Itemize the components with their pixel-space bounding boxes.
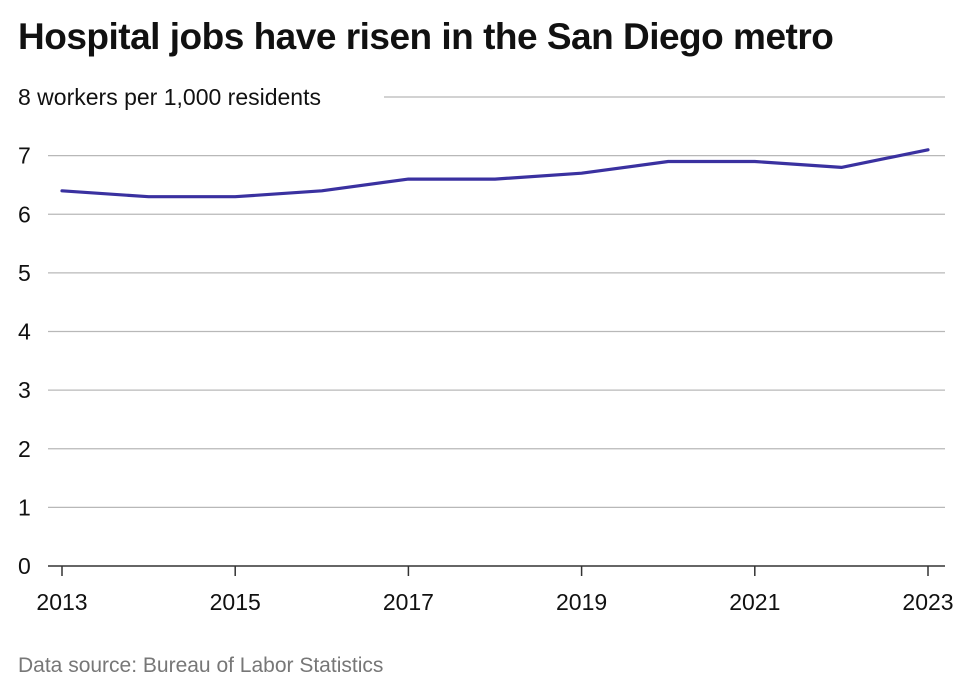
data-point-2013 bbox=[61, 189, 64, 192]
chart-title: Hospital jobs have risen in the San Dieg… bbox=[18, 16, 834, 57]
data-point-2015 bbox=[234, 195, 237, 198]
y-tick-label-5: 5 bbox=[18, 260, 31, 286]
y-tick-label-7: 7 bbox=[18, 143, 31, 169]
y-tick-label-4: 4 bbox=[18, 319, 31, 345]
data-point-2018 bbox=[494, 178, 497, 181]
data-point-2023 bbox=[927, 148, 930, 151]
x-tick-label-2019: 2019 bbox=[556, 589, 607, 615]
data-point-2021 bbox=[753, 160, 756, 163]
y-tick-label-2: 2 bbox=[18, 436, 31, 462]
x-tick-label-2021: 2021 bbox=[729, 589, 780, 615]
y-tick-label-3: 3 bbox=[18, 377, 31, 403]
y-tick-label-0: 0 bbox=[18, 553, 31, 579]
x-tick-label-2023: 2023 bbox=[902, 589, 953, 615]
y-tick-label-1: 1 bbox=[18, 494, 31, 520]
data-point-2014 bbox=[147, 195, 150, 198]
x-tick-label-2017: 2017 bbox=[383, 589, 434, 615]
data-point-2022 bbox=[840, 166, 843, 169]
data-point-2019 bbox=[580, 172, 583, 175]
data-point-2017 bbox=[407, 178, 410, 181]
x-tick-label-2015: 2015 bbox=[210, 589, 261, 615]
series-line-0 bbox=[60, 148, 930, 199]
data-point-2016 bbox=[320, 189, 323, 192]
y-tick-label-6: 6 bbox=[18, 201, 31, 227]
data-source-note: Data source: Bureau of Labor Statistics bbox=[18, 654, 384, 677]
y-tick-label-top: 8 workers per 1,000 residents bbox=[18, 84, 321, 110]
data-point-2020 bbox=[667, 160, 670, 163]
x-tick-label-2013: 2013 bbox=[36, 589, 87, 615]
